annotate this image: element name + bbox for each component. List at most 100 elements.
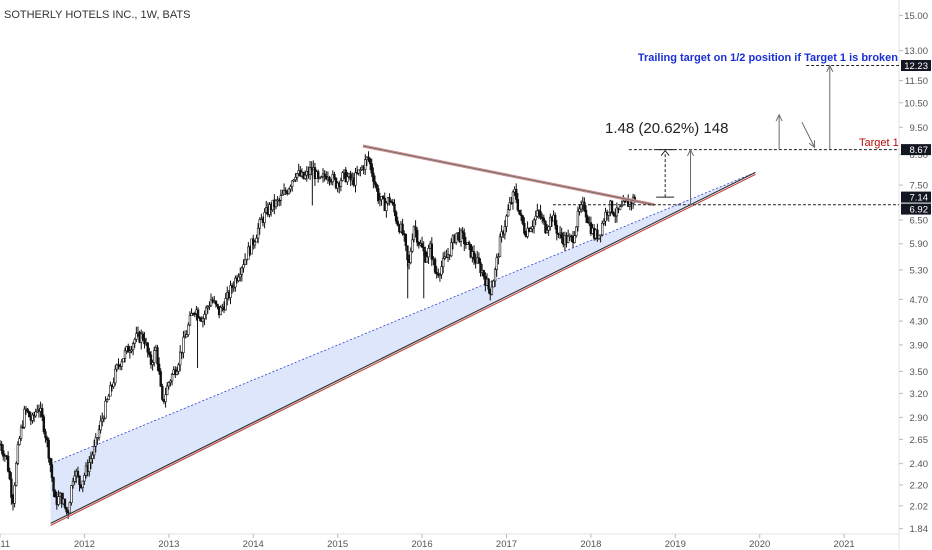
- candle-body: [537, 210, 541, 212]
- candle-body: [287, 188, 291, 194]
- x-tick-label: 2014: [243, 539, 264, 550]
- candle-body: [234, 277, 237, 288]
- candle-body: [263, 212, 266, 223]
- price-badge-label: 8.67: [910, 145, 929, 156]
- candle-body: [169, 380, 172, 383]
- candle-body: [579, 204, 583, 210]
- candle-body: [83, 475, 86, 482]
- candle-body: [373, 181, 377, 185]
- candle-body: [240, 267, 244, 275]
- candle-body: [596, 229, 599, 239]
- candle-body: [385, 202, 388, 211]
- projection-arrow-head: [826, 64, 834, 73]
- candle-body: [185, 334, 188, 338]
- channel-upper-edge: [50, 171, 756, 465]
- x-tick-label: 2015: [327, 539, 348, 550]
- x-tick-label: 2020: [749, 539, 770, 550]
- candle-body: [459, 230, 463, 242]
- candle-body: [586, 216, 589, 224]
- candle-body: [256, 227, 260, 239]
- candle-body: [101, 418, 104, 422]
- candle-body: [187, 324, 190, 335]
- candle-body: [461, 230, 464, 234]
- candle-body: [610, 200, 614, 213]
- candle-body: [115, 364, 119, 370]
- candle-body: [76, 470, 80, 477]
- candle-body: [89, 458, 93, 463]
- y-tick-label: 3.20: [910, 389, 929, 400]
- price-badge: [901, 60, 931, 72]
- candle-body: [529, 228, 533, 232]
- candle-body: [618, 206, 622, 210]
- candle-body: [518, 209, 521, 215]
- y-tick-label: 2.65: [910, 435, 929, 446]
- candle-body: [523, 223, 526, 234]
- candle-body: [281, 193, 284, 196]
- candle-body: [503, 226, 507, 235]
- candle-body: [532, 219, 536, 227]
- y-tick-label: 6.50: [910, 216, 929, 227]
- candle-body: [409, 250, 412, 263]
- candle-body: [73, 475, 76, 482]
- y-tick-label: 3.90: [910, 340, 929, 351]
- y-tick-label: 11.50: [905, 76, 928, 87]
- candle-body: [430, 243, 434, 260]
- candle-body: [122, 358, 125, 363]
- candle-body: [81, 480, 84, 488]
- candle-body: [166, 385, 169, 396]
- trailing-target-label: Trailing target on 1/2 position if Targe…: [638, 52, 898, 64]
- y-tick-label: 3.50: [910, 367, 929, 378]
- candle-body: [390, 201, 393, 203]
- candle-body: [477, 257, 481, 263]
- candle-body: [245, 258, 248, 261]
- candle-body: [102, 417, 106, 420]
- candle-body: [573, 235, 576, 243]
- candle-body: [495, 257, 498, 270]
- candle-body: [544, 220, 547, 234]
- candle-body: [105, 399, 109, 402]
- x-tick-label: 2021: [834, 539, 855, 550]
- candle-body: [323, 173, 326, 177]
- candle-body: [198, 317, 201, 320]
- candle-body: [91, 454, 94, 460]
- candle-body: [99, 420, 102, 431]
- x-tick-label: 2017: [496, 539, 517, 550]
- y-tick-label: 4.70: [910, 295, 929, 306]
- candle-body: [612, 212, 615, 216]
- candle-body: [328, 177, 331, 182]
- candle-body: [16, 444, 20, 464]
- resistance-line: [362, 145, 655, 206]
- candle-body: [545, 229, 549, 234]
- candle-body: [531, 226, 534, 230]
- chart-title: SOTHERLY HOTELS INC., 1W, BATS: [4, 9, 190, 21]
- candle-body: [433, 258, 437, 273]
- candle-body: [396, 220, 399, 226]
- candle-body: [391, 202, 395, 205]
- candle-body: [602, 220, 606, 224]
- candle-body: [547, 226, 550, 231]
- candle-body: [13, 485, 16, 504]
- candle-body: [303, 174, 307, 179]
- candle-body: [349, 173, 352, 181]
- move-label: 1.48 (20.62%) 148: [605, 120, 728, 137]
- candle-body: [224, 298, 227, 311]
- candle-body: [206, 306, 209, 309]
- x-tick-label: 2016: [411, 539, 432, 550]
- candle-body: [381, 196, 385, 199]
- candle-body: [354, 172, 357, 186]
- candle-body: [393, 203, 396, 213]
- candle-body: [242, 264, 245, 269]
- candle-body: [204, 307, 208, 315]
- y-tick-label: 10.50: [904, 98, 928, 109]
- candle-body: [41, 408, 44, 418]
- candle-body: [435, 271, 438, 275]
- y-tick-label: 13.00: [904, 46, 928, 57]
- candle-body: [23, 408, 26, 428]
- y-tick-label: 7.50: [910, 181, 929, 192]
- candle-body: [188, 315, 192, 326]
- candle-body: [70, 485, 73, 503]
- candle-body: [411, 239, 414, 252]
- candle-body: [536, 210, 539, 217]
- candle-body: [510, 202, 513, 204]
